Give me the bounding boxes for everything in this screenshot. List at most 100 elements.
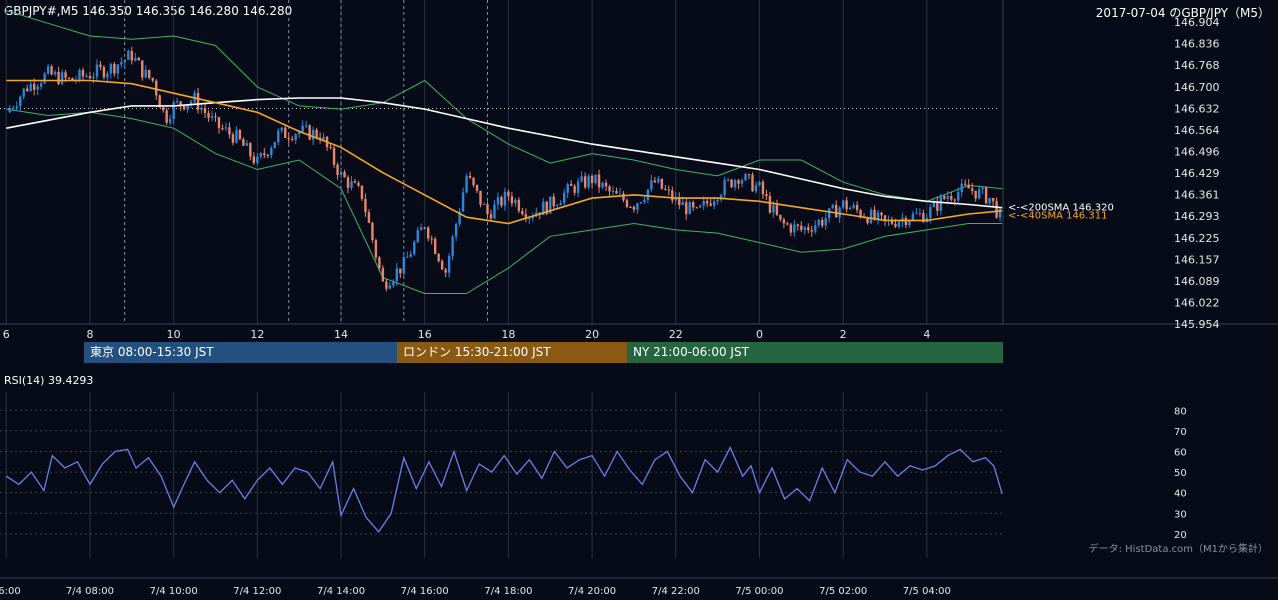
- y-tick-label: 146.904: [1174, 16, 1220, 29]
- candle-body: [964, 183, 967, 185]
- y-tick-label: 146.700: [1174, 81, 1220, 94]
- candle-body: [458, 211, 461, 225]
- candle-body: [918, 213, 922, 215]
- candle-body: [646, 189, 650, 200]
- candle-body: [883, 215, 887, 221]
- candle-body: [151, 77, 154, 81]
- y-tick-label: 146.496: [1174, 146, 1220, 159]
- candle-body: [207, 112, 210, 118]
- bollinger-upper-line: [6, 10, 1003, 202]
- low-value: 146.280: [189, 4, 239, 18]
- candle-body: [182, 106, 186, 110]
- high-value: 146.356: [135, 4, 186, 18]
- candle-body: [32, 83, 36, 90]
- candle-body: [894, 223, 897, 227]
- candle-body: [782, 219, 786, 224]
- candle-body: [479, 190, 482, 205]
- candle-body: [562, 192, 566, 203]
- candle-body: [263, 153, 266, 155]
- candle-body: [127, 50, 130, 60]
- candle-body: [60, 72, 64, 84]
- candle-body: [897, 221, 901, 227]
- candle-body: [158, 95, 161, 108]
- candle-body: [496, 197, 500, 205]
- candle-body: [576, 181, 580, 193]
- candle-body: [929, 207, 932, 218]
- candle-body: [39, 83, 43, 87]
- candle-body: [8, 108, 11, 113]
- candle-body: [332, 147, 336, 165]
- candle-body: [123, 59, 127, 63]
- candle-body: [350, 181, 353, 188]
- candle-body: [214, 116, 217, 118]
- candle-body: [709, 203, 712, 206]
- candle-body: [447, 255, 451, 273]
- candle-body: [221, 128, 224, 130]
- candle-body: [53, 71, 57, 75]
- candle-body: [343, 171, 346, 178]
- candle-body: [50, 66, 53, 75]
- candle-body: [371, 222, 374, 241]
- x-tick-label: 2: [840, 328, 847, 341]
- candle-body: [137, 57, 140, 61]
- candle-body: [392, 280, 395, 286]
- candle-body: [19, 96, 22, 107]
- candle-body: [85, 75, 88, 77]
- candle-body: [134, 57, 137, 61]
- candle-body: [165, 110, 168, 123]
- candle-body: [385, 281, 388, 289]
- symbol-label: GBPJPY#,M5: [4, 4, 79, 18]
- candle-body: [517, 199, 521, 211]
- candle-body: [608, 186, 611, 192]
- x-tick-label: 14: [334, 328, 348, 341]
- candle-body: [280, 127, 283, 131]
- rsi-x-tick-label: 7/4 22:00: [652, 586, 700, 597]
- candle-body: [116, 64, 120, 74]
- candle-body: [374, 240, 378, 258]
- y-tick-label: 146.225: [1174, 232, 1220, 245]
- candle-body: [179, 101, 182, 107]
- candle-body: [168, 119, 172, 123]
- candle-body: [99, 64, 102, 68]
- candle-body: [943, 196, 946, 199]
- candle-body: [231, 134, 235, 143]
- candle-body: [433, 238, 437, 254]
- candle-body: [981, 187, 984, 190]
- x-tick-label: 6: [3, 328, 10, 341]
- y-tick-label: 146.293: [1174, 210, 1220, 223]
- candle-body: [402, 257, 405, 274]
- rsi-x-tick-label: 7/4 20:00: [568, 586, 616, 597]
- candle-body: [388, 285, 392, 289]
- candle-body: [629, 206, 632, 208]
- candle-body: [203, 108, 207, 113]
- candle-body: [357, 182, 360, 186]
- x-tick-label: 0: [756, 328, 763, 341]
- candle-body: [754, 185, 758, 192]
- candle-body: [705, 201, 709, 204]
- candle-body: [493, 204, 496, 219]
- x-tick-label: 8: [86, 328, 93, 341]
- candle-body: [486, 204, 489, 215]
- candle-body: [583, 176, 587, 188]
- y-tick-label: 146.768: [1174, 59, 1220, 72]
- candle-body: [29, 83, 32, 92]
- candle-body: [367, 212, 371, 223]
- candle-body: [346, 177, 350, 188]
- candle-body: [364, 199, 367, 213]
- candle-body: [336, 164, 339, 175]
- x-tick-label: 10: [167, 328, 181, 341]
- candle-body: [869, 209, 873, 224]
- candle-body: [922, 213, 925, 223]
- candle-body: [172, 102, 175, 120]
- candle-body: [573, 185, 576, 193]
- candle-body: [904, 218, 908, 226]
- x-tick-label: 22: [669, 328, 683, 341]
- candle-body: [698, 205, 702, 208]
- candle-body: [590, 175, 594, 184]
- rsi-x-tick-label: 7/5 02:00: [819, 586, 867, 597]
- ma-label: <-<200SMA 146.320: [1008, 203, 1114, 214]
- ma-label: <-<40SMA 146.311: [1008, 211, 1107, 222]
- candle-body: [681, 202, 684, 206]
- candle-body: [360, 185, 364, 200]
- candle-body: [719, 195, 723, 200]
